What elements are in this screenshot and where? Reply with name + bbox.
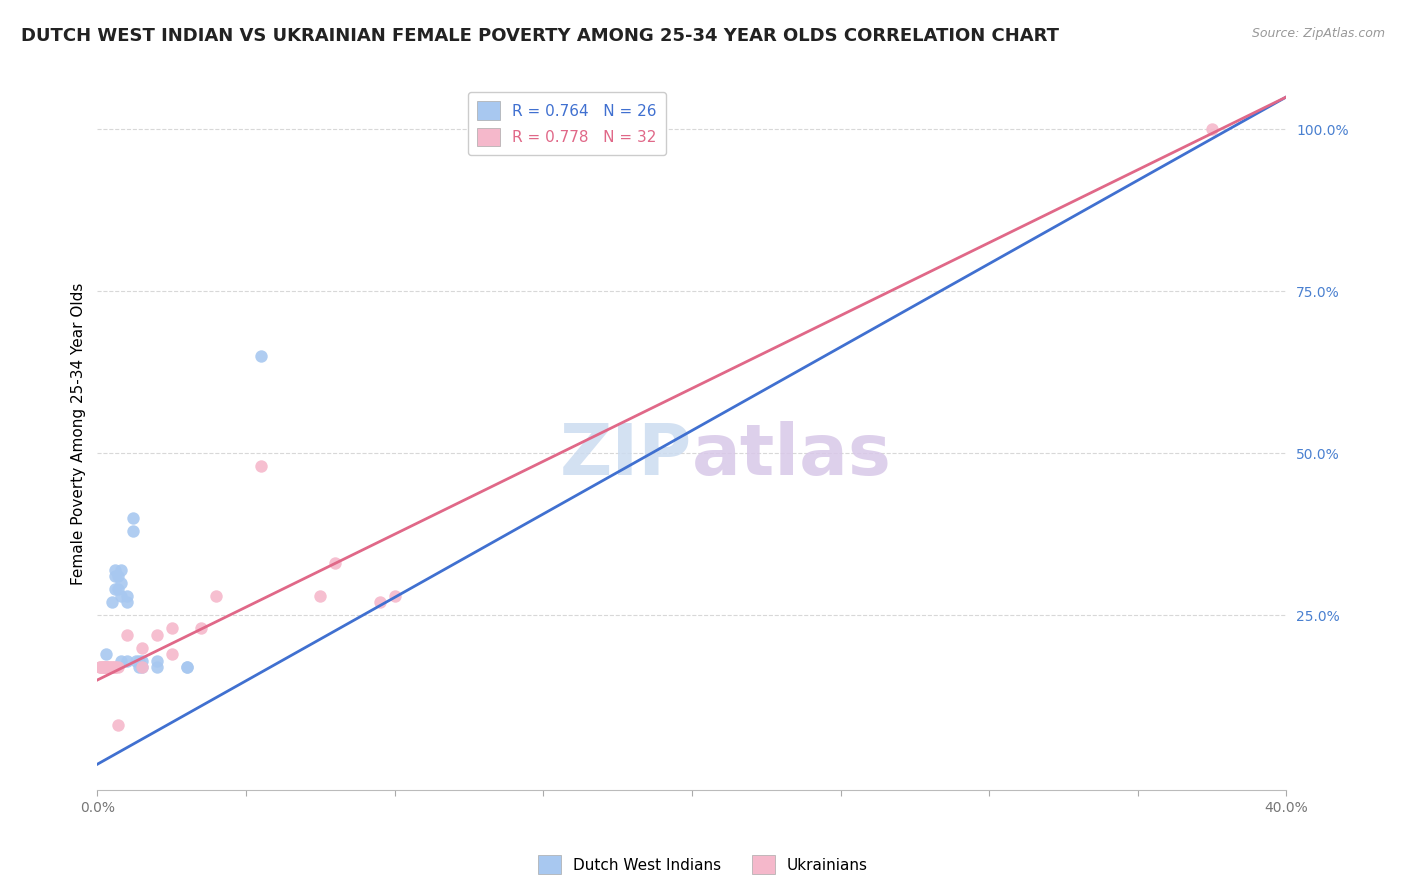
Text: ZIP: ZIP <box>560 421 692 490</box>
Point <box>98 660 121 674</box>
Text: Source: ZipAtlas.com: Source: ZipAtlas.com <box>1251 27 1385 40</box>
Point <box>96 660 118 674</box>
Point <box>131 640 153 655</box>
Point <box>104 660 127 674</box>
Point <box>110 589 132 603</box>
Point <box>107 718 129 732</box>
Point <box>128 654 150 668</box>
Point <box>101 660 124 674</box>
Point <box>128 660 150 674</box>
Point <box>96 660 118 674</box>
Point <box>146 654 169 668</box>
Point <box>384 589 406 603</box>
Point <box>122 511 145 525</box>
Point <box>96 660 118 674</box>
Point <box>323 557 346 571</box>
Point <box>160 647 183 661</box>
Point <box>250 349 273 363</box>
Point <box>368 595 391 609</box>
Point <box>107 569 129 583</box>
Y-axis label: Female Poverty Among 25-34 Year Olds: Female Poverty Among 25-34 Year Olds <box>72 283 86 585</box>
Point <box>110 575 132 590</box>
Point <box>146 627 169 641</box>
Point <box>309 589 332 603</box>
Point <box>125 654 148 668</box>
Point <box>96 660 118 674</box>
Point <box>115 654 138 668</box>
Point <box>96 660 118 674</box>
Legend: Dutch West Indians, Ukrainians: Dutch West Indians, Ukrainians <box>531 849 875 880</box>
Point <box>122 524 145 538</box>
Point <box>107 660 129 674</box>
Point <box>176 660 198 674</box>
Point <box>107 582 129 597</box>
Point <box>96 647 118 661</box>
Point <box>115 589 138 603</box>
Point <box>131 660 153 674</box>
Text: DUTCH WEST INDIAN VS UKRAINIAN FEMALE POVERTY AMONG 25-34 YEAR OLDS CORRELATION : DUTCH WEST INDIAN VS UKRAINIAN FEMALE PO… <box>21 27 1059 45</box>
Point <box>89 660 111 674</box>
Point <box>104 569 127 583</box>
Point <box>101 595 124 609</box>
Point <box>104 660 127 674</box>
Point <box>131 654 153 668</box>
Point <box>115 627 138 641</box>
Point <box>1201 122 1223 136</box>
Point <box>110 654 132 668</box>
Point <box>104 582 127 597</box>
Point <box>91 660 114 674</box>
Point <box>250 459 273 474</box>
Point <box>205 589 228 603</box>
Point <box>146 660 169 674</box>
Point <box>101 660 124 674</box>
Point <box>89 660 111 674</box>
Point <box>98 660 121 674</box>
Point <box>115 595 138 609</box>
Point <box>110 563 132 577</box>
Legend: R = 0.764   N = 26, R = 0.778   N = 32: R = 0.764 N = 26, R = 0.778 N = 32 <box>468 92 665 155</box>
Point <box>91 660 114 674</box>
Point <box>104 563 127 577</box>
Point <box>190 621 212 635</box>
Text: atlas: atlas <box>692 421 891 490</box>
Point <box>131 660 153 674</box>
Point <box>176 660 198 674</box>
Point <box>160 621 183 635</box>
Point <box>91 660 114 674</box>
